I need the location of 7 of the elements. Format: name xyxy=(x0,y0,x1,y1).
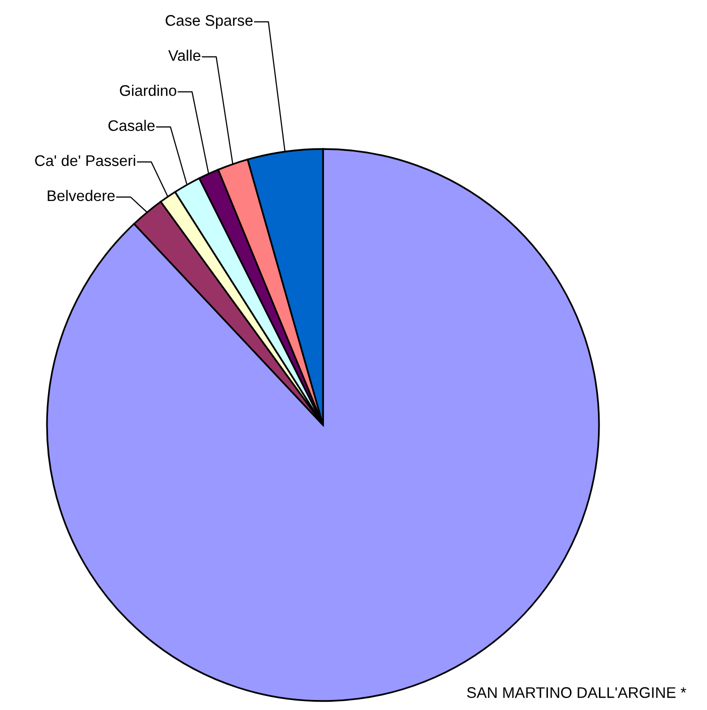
slice-label: Belvedere xyxy=(48,190,115,202)
slice-label: Giardino xyxy=(120,84,176,96)
slice-label: Case Sparse xyxy=(166,15,253,29)
slice-label: Valle xyxy=(168,50,200,61)
slice-label: Ca' de' Passeri xyxy=(35,154,136,166)
slice-label: Casale xyxy=(108,120,155,132)
slice-label: SAN MARTINO DALL'ARGINE * xyxy=(467,687,686,698)
